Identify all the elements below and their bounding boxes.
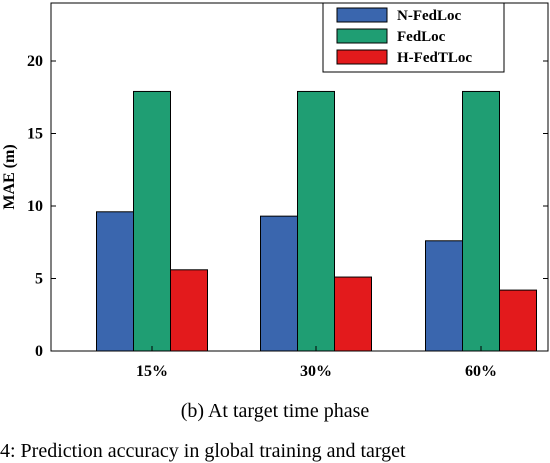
legend-swatch-n-fedloc xyxy=(336,7,388,23)
legend-label-fedloc: FedLoc xyxy=(397,29,446,45)
legend-label-n-fedloc: N-FedLoc xyxy=(397,8,461,24)
legend-swatch-fedloc xyxy=(336,28,388,44)
figure-caption: (b) At target time phase xyxy=(180,400,370,422)
x-tick-label: 15% xyxy=(136,363,168,380)
bar-fedloc-15pct xyxy=(133,90,171,352)
bar-fedloc-30pct xyxy=(297,90,335,352)
x-tick-label: 30% xyxy=(300,363,332,380)
legend-swatch-h-fedtloc xyxy=(336,49,388,65)
y-tick-label: 15 xyxy=(27,126,43,143)
y-tick-label: 5 xyxy=(35,271,43,288)
bar-n-fedloc-30pct xyxy=(260,215,298,352)
bar-chart: 0 5 10 15 20 15% 30% 60% MAE (m) N-FedLoc FedLoc… xyxy=(1,2,549,380)
y-tick-label: 10 xyxy=(27,198,43,215)
y-tick-label: 0 xyxy=(35,343,43,360)
bar-fedloc-60pct xyxy=(462,90,500,352)
bar-n-fedloc-15pct xyxy=(96,211,134,352)
plot-frame xyxy=(50,2,549,352)
legend: N-FedLoc FedLoc H-FedTLoc xyxy=(322,2,505,73)
axes-group xyxy=(50,2,549,352)
x-tick-label: 60% xyxy=(465,363,497,380)
bar-h-fedtloc-15pct xyxy=(170,269,208,352)
ticks-group: 0 5 10 15 20 15% 30% 60% xyxy=(27,53,548,380)
y-tick-label: 20 xyxy=(27,53,43,70)
y-axis-title: MAE (m) xyxy=(1,144,18,209)
legend-label-h-fedtloc: H-FedTLoc xyxy=(397,50,472,66)
figure-footnote: 4: Prediction accuracy in global trainin… xyxy=(0,440,406,462)
bar-h-fedtloc-30pct xyxy=(334,276,372,352)
bar-h-fedtloc-60pct xyxy=(499,289,537,352)
bars-group xyxy=(96,90,537,352)
bar-n-fedloc-60pct xyxy=(425,240,463,352)
